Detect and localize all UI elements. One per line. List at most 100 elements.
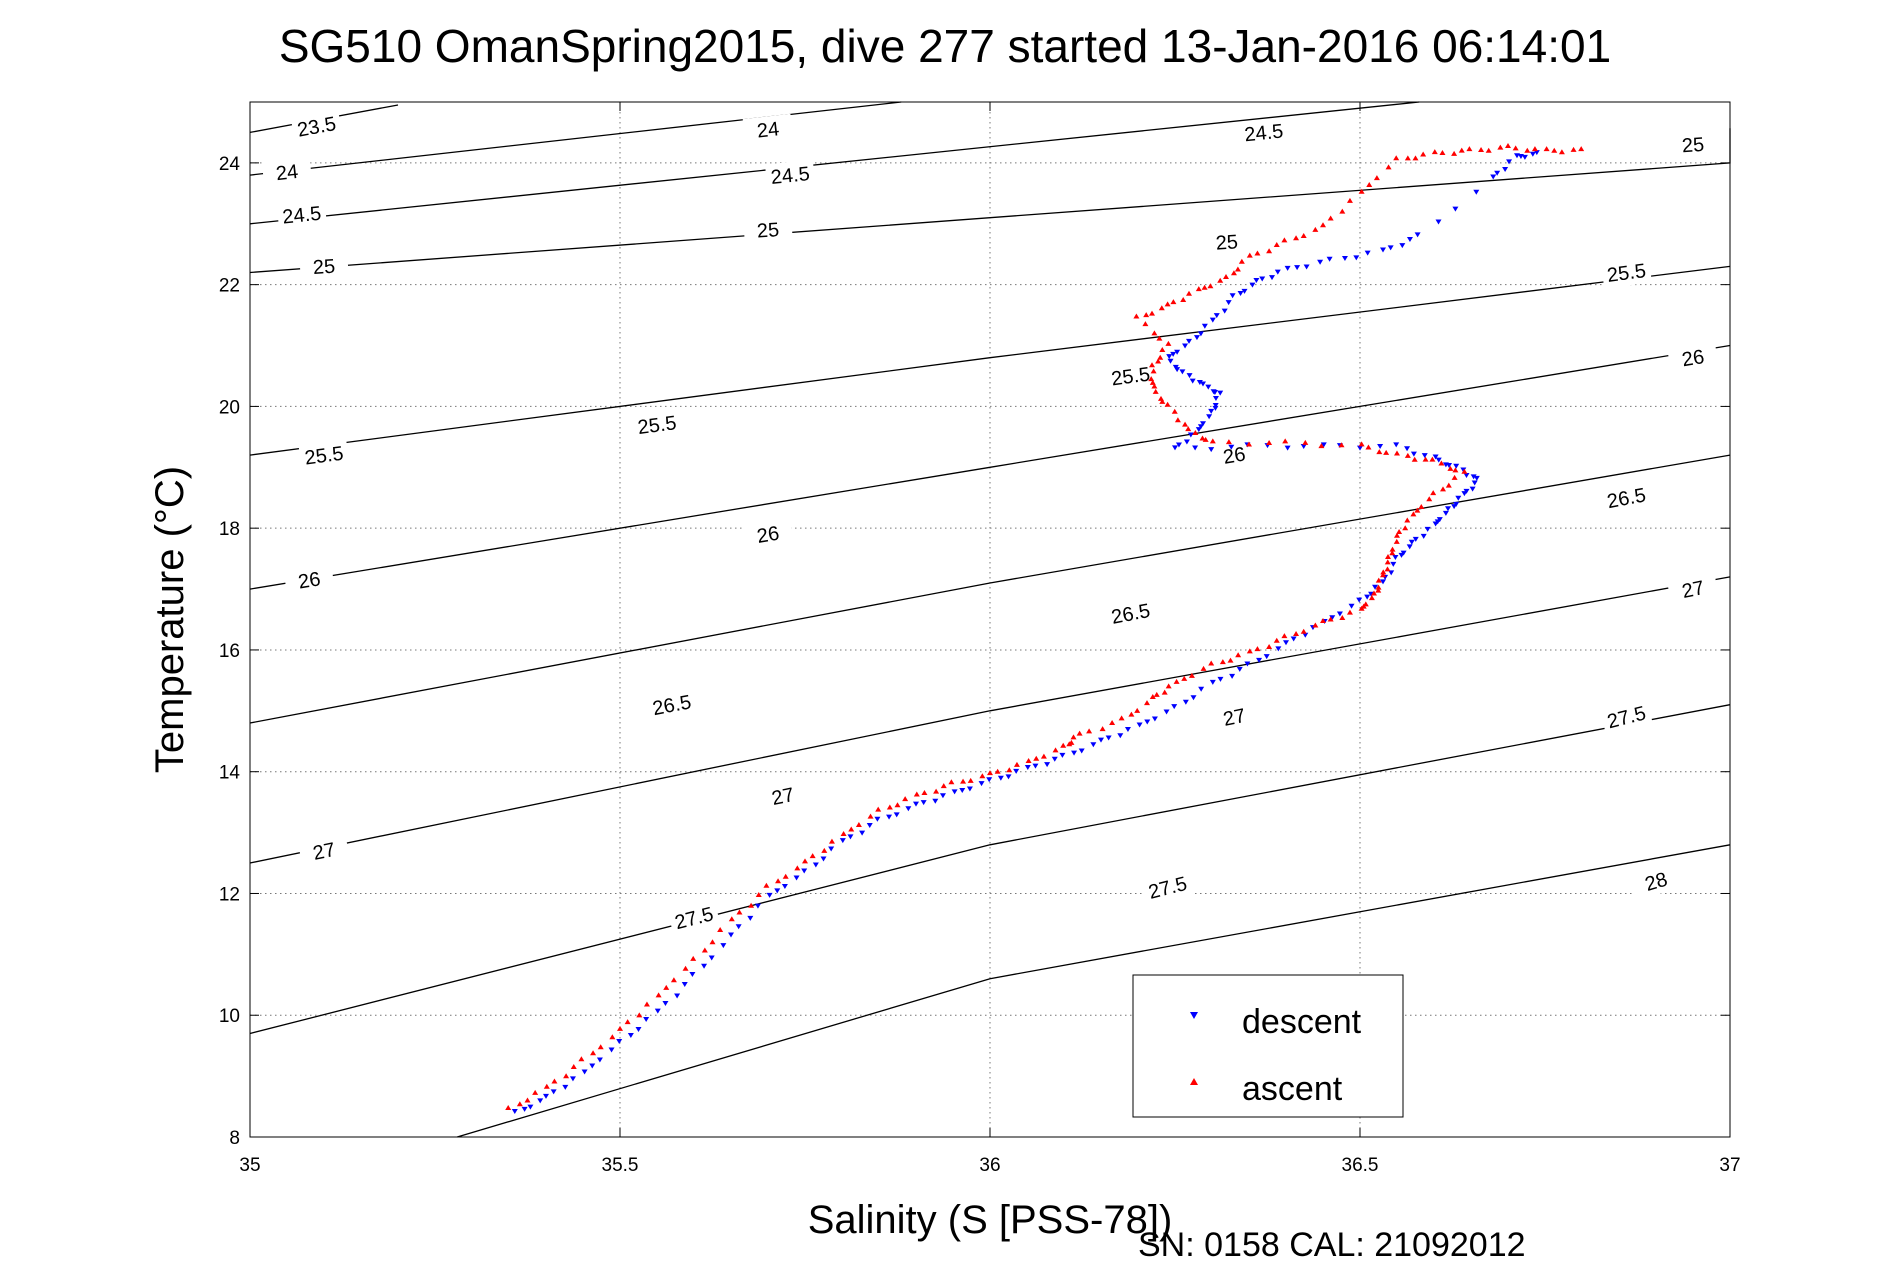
descent-point — [1221, 308, 1228, 314]
descent-point — [774, 888, 781, 894]
descent-point — [1186, 373, 1193, 379]
descent-point — [728, 932, 734, 938]
descent-point — [1208, 447, 1215, 453]
descent-point — [1445, 506, 1451, 512]
ascent-point — [1273, 637, 1280, 643]
ascent-point — [1300, 628, 1307, 634]
descent-point — [1455, 495, 1462, 501]
ascent-point — [532, 1089, 539, 1095]
ascent-point — [1199, 435, 1206, 441]
descent-point — [1105, 735, 1112, 741]
ascent-point — [1385, 554, 1391, 560]
ascent-point — [1033, 755, 1040, 761]
ascent-point — [1393, 538, 1400, 544]
ascent-point — [1438, 460, 1445, 466]
sigma-contour-28 — [457, 844, 1731, 1138]
ascent-point — [1149, 694, 1156, 700]
descent-point — [1436, 517, 1443, 523]
descent-point — [1170, 351, 1177, 357]
descent-point — [1186, 338, 1192, 344]
ascent-point — [1076, 730, 1083, 736]
descent-point — [1166, 354, 1173, 360]
ascent-point — [505, 1105, 512, 1111]
ascent-point — [1404, 517, 1411, 523]
descent-point — [1400, 550, 1407, 556]
ascent-point — [1327, 215, 1334, 221]
descent-point — [978, 781, 985, 787]
ascent-point — [1150, 368, 1157, 374]
ascent-point — [921, 790, 928, 796]
descent-point — [1320, 442, 1327, 448]
ascent-point — [1312, 226, 1319, 232]
ascent-point — [516, 1101, 523, 1107]
descent-point — [1353, 255, 1360, 261]
ascent-point — [597, 1044, 604, 1050]
descent-point — [1453, 501, 1460, 507]
ascent-point — [1380, 569, 1387, 575]
contour-label-background — [764, 159, 816, 191]
descent-point — [859, 830, 866, 836]
ascent-point — [1182, 421, 1189, 427]
descent-point — [1473, 189, 1480, 195]
axis-ticks: 35 35.5 36 36.5 37 8 10 12 14 16 18 20 22 24 — [219, 102, 1741, 1176]
descent-point — [1387, 245, 1394, 251]
ascent-point — [763, 882, 770, 888]
legend-ascent-label: ascent — [1242, 1070, 1343, 1108]
ascent-point — [994, 768, 1001, 774]
descent-point — [616, 1039, 623, 1045]
descent-point — [932, 798, 939, 804]
contour-label: 27.5 — [1605, 702, 1648, 733]
descent-point — [1212, 396, 1219, 402]
descent-point — [1229, 293, 1236, 299]
ascent-point — [1404, 452, 1411, 458]
ascent-point — [1217, 277, 1224, 283]
descent-point — [820, 856, 827, 862]
ascent-point — [755, 891, 762, 897]
descent-point — [596, 1057, 603, 1063]
descent-point — [793, 875, 800, 881]
ascent-point — [1099, 726, 1106, 732]
ascent-point — [1358, 441, 1365, 447]
descent-point — [1284, 265, 1291, 271]
ascent-point — [636, 1012, 643, 1018]
ascent-point — [690, 955, 697, 961]
descent-point — [1171, 704, 1178, 710]
ascent-point — [1302, 439, 1309, 445]
descent-point — [720, 943, 727, 949]
ascent-point — [1300, 233, 1307, 239]
legend-box — [1132, 974, 1404, 1118]
descent-point — [1167, 358, 1174, 364]
contour-label: 25.5 — [303, 443, 344, 470]
footer-serial-calibration: SN: 0158 CAL: 21092012 — [1138, 1226, 1526, 1262]
ascent-point — [1338, 442, 1345, 448]
descent-point — [812, 862, 819, 868]
descent-point — [1399, 243, 1406, 249]
ascent-point — [979, 773, 986, 779]
ascent-point — [1371, 590, 1377, 596]
descent-point — [781, 883, 788, 889]
descent-point — [1463, 488, 1470, 494]
descent-point — [1390, 561, 1397, 567]
ascent-point — [1531, 146, 1538, 152]
contour-label-background — [742, 113, 794, 145]
ascent-point — [1551, 147, 1558, 153]
contour-label-background — [1600, 480, 1653, 515]
descent-point — [1174, 349, 1181, 355]
descent-point — [920, 800, 927, 806]
descent-point — [1421, 453, 1428, 459]
contour-label-background — [1629, 862, 1683, 901]
ascent-point — [1230, 270, 1237, 276]
contour-label-background — [645, 687, 698, 722]
descent-point — [1256, 657, 1263, 663]
ascent-point — [875, 806, 882, 812]
ascent-point — [1375, 584, 1382, 590]
y-tick-label: 20 — [219, 397, 240, 418]
ascent-point — [1227, 657, 1234, 663]
contour-label: 26 — [755, 523, 781, 548]
ascent-point — [1134, 707, 1141, 713]
plot-area: 23.5242424.524.524.52525252525.525.525.5… — [219, 101, 1741, 1176]
contour-label-background — [298, 439, 350, 472]
descent-point — [1217, 390, 1224, 396]
ascent-point — [987, 770, 993, 776]
